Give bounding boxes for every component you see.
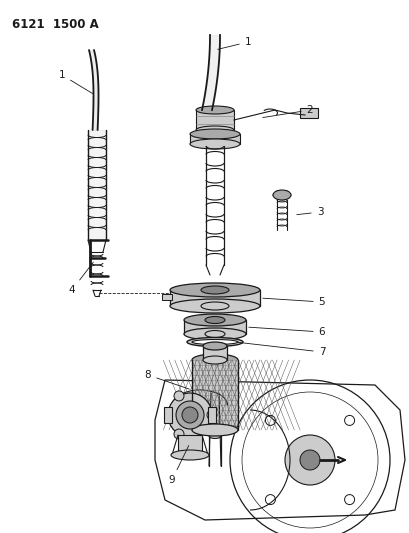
Ellipse shape — [272, 190, 290, 200]
Text: 9: 9 — [168, 446, 188, 485]
Ellipse shape — [189, 139, 239, 149]
Circle shape — [173, 391, 184, 401]
Bar — [202, 346, 227, 360]
Text: 8: 8 — [144, 370, 189, 389]
Text: 3: 3 — [296, 207, 323, 217]
Ellipse shape — [187, 337, 243, 346]
Text: 5: 5 — [262, 297, 324, 307]
Circle shape — [173, 429, 184, 439]
Circle shape — [175, 401, 204, 429]
Text: 1: 1 — [217, 37, 251, 50]
Bar — [170, 290, 259, 306]
Ellipse shape — [196, 106, 234, 114]
Ellipse shape — [171, 450, 209, 460]
Bar — [178, 435, 202, 455]
Ellipse shape — [204, 317, 225, 324]
Ellipse shape — [191, 424, 237, 436]
Ellipse shape — [184, 328, 245, 340]
Ellipse shape — [202, 342, 227, 350]
Bar — [162, 294, 172, 300]
Bar — [191, 360, 237, 430]
Ellipse shape — [200, 286, 229, 294]
Ellipse shape — [209, 433, 220, 439]
Ellipse shape — [202, 356, 227, 364]
Bar — [196, 110, 234, 130]
Bar — [164, 407, 172, 423]
Ellipse shape — [196, 126, 234, 134]
Circle shape — [299, 450, 319, 470]
Text: 6121  1500 A: 6121 1500 A — [12, 18, 99, 31]
Text: 7: 7 — [237, 342, 324, 357]
Ellipse shape — [200, 302, 229, 310]
Text: 6: 6 — [248, 327, 324, 337]
Ellipse shape — [184, 314, 245, 326]
Ellipse shape — [170, 283, 259, 297]
Circle shape — [284, 435, 334, 485]
Bar — [184, 320, 245, 334]
Polygon shape — [272, 191, 290, 199]
Bar — [207, 407, 216, 423]
Ellipse shape — [191, 354, 237, 366]
Circle shape — [168, 393, 211, 437]
Bar — [299, 108, 317, 118]
Ellipse shape — [204, 330, 225, 337]
Circle shape — [182, 407, 198, 423]
Ellipse shape — [191, 340, 237, 344]
Text: 2: 2 — [262, 105, 312, 118]
Bar — [189, 134, 239, 144]
Ellipse shape — [170, 299, 259, 313]
Text: 1: 1 — [58, 70, 92, 94]
Polygon shape — [155, 380, 404, 520]
Text: 4: 4 — [69, 262, 93, 295]
Ellipse shape — [189, 129, 239, 139]
Circle shape — [207, 410, 216, 420]
